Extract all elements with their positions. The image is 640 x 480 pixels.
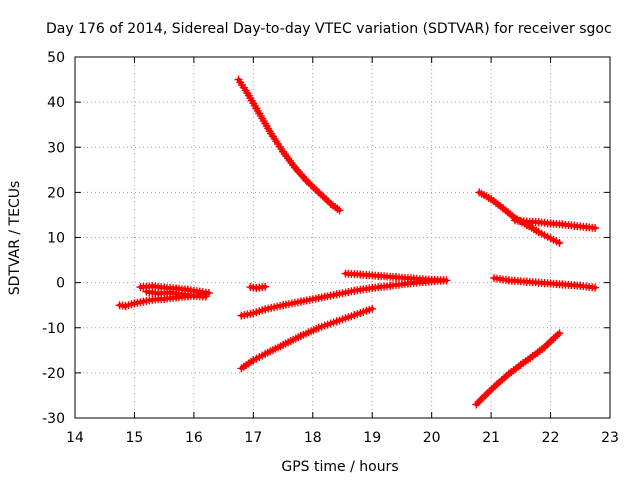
x-tick-label: 18 [304,430,322,446]
y-tick-label: 0 [56,276,65,292]
series-11 [490,274,600,292]
y-tick-label: 50 [47,50,65,66]
series-1 [136,282,213,297]
y-axis-ticks: 50 40 30 20 10 0 -10 -20 -30 [42,50,610,427]
y-tick-label: 30 [47,140,65,156]
x-axis-label: GPS time / hours [281,459,398,475]
data-point [591,224,600,232]
x-tick-label: 15 [126,430,144,446]
y-tick-label: -30 [42,411,65,427]
data-point [555,238,564,247]
x-tick-label: 20 [423,430,441,446]
y-tick-label: 40 [47,95,65,111]
x-tick-label: 23 [601,430,619,446]
series-2 [142,287,210,301]
data-point [201,292,210,301]
series-8 [341,269,451,285]
series-3 [246,282,270,292]
data-point [335,206,344,215]
data-point [261,282,270,291]
data-point [555,329,564,338]
x-axis-ticks: 14 15 16 17 18 19 20 21 22 23 [66,57,619,446]
x-tick-label: 16 [185,430,203,446]
x-tick-label: 14 [66,430,84,446]
data-point [368,304,377,313]
series-12 [472,329,564,409]
chart-title: Day 176 of 2014, Sidereal Day-to-day VTE… [46,21,612,37]
series-10 [510,216,600,232]
y-tick-label: -10 [42,321,65,337]
series-6 [237,304,377,373]
x-tick-label: 21 [482,430,500,446]
y-axis-label: SDTVAR / TECUs [7,181,23,296]
data-point [591,283,600,292]
grid [75,57,610,418]
data-points [115,75,600,409]
y-tick-label: 10 [47,231,65,247]
series-7 [237,276,448,320]
y-tick-label: -20 [42,366,65,382]
data-point [442,276,451,285]
series-5 [326,199,344,215]
series-4 [234,75,335,208]
y-tick-label: 20 [47,185,65,201]
x-tick-label: 19 [363,430,381,446]
series-trace [239,306,375,371]
x-tick-label: 17 [244,430,262,446]
x-tick-label: 22 [542,430,560,446]
